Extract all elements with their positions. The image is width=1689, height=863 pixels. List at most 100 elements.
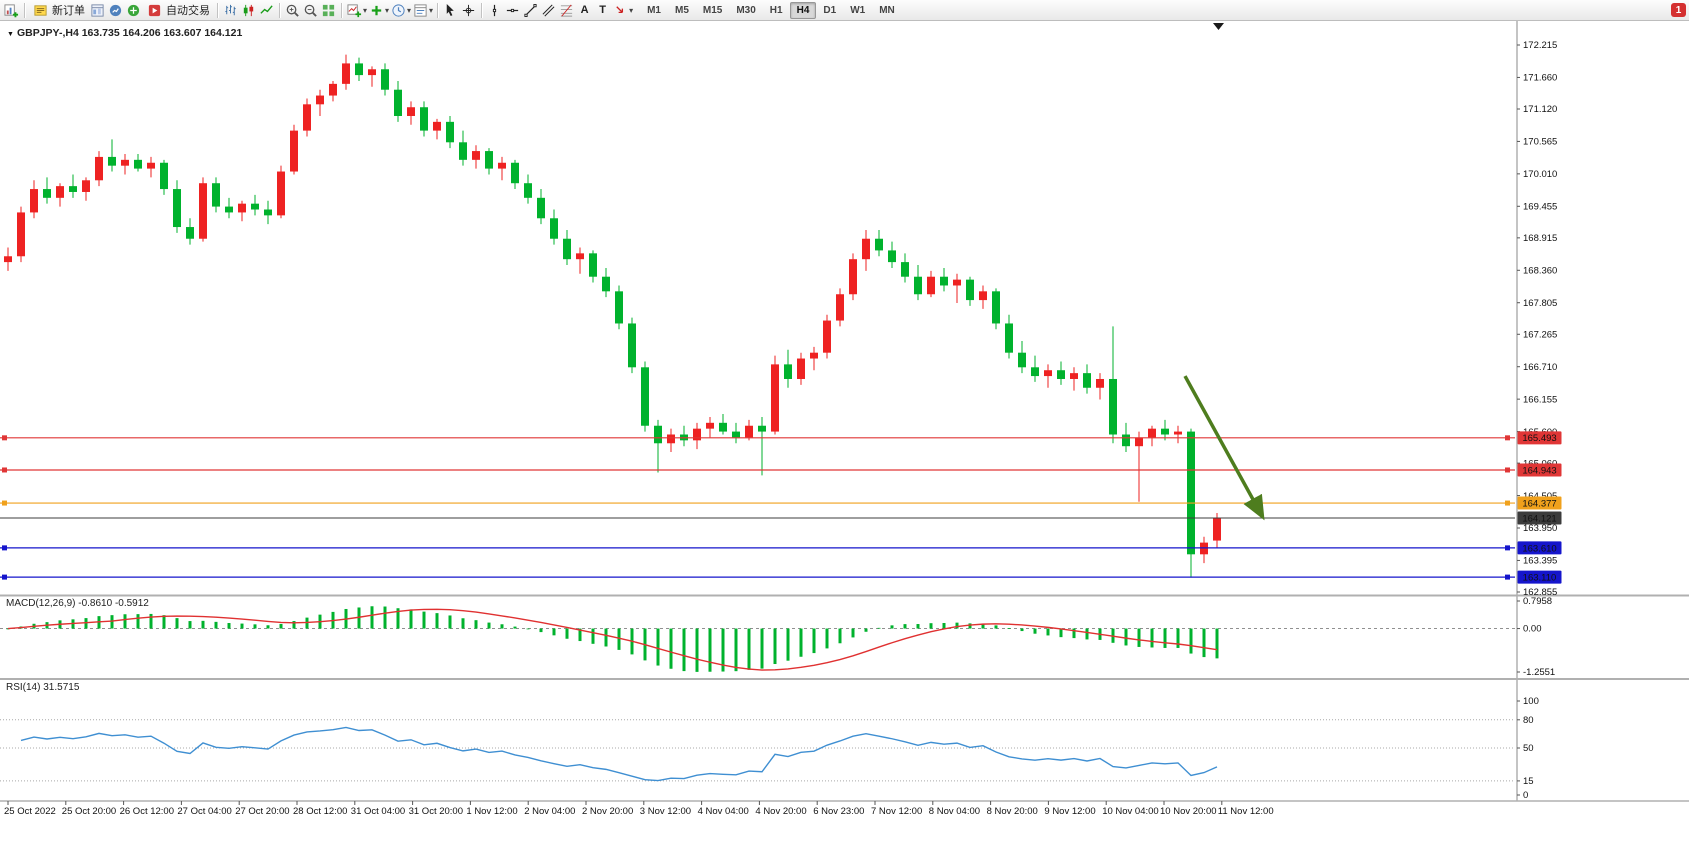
svg-text:2 Nov 04:00: 2 Nov 04:00 <box>524 806 575 817</box>
trendline-icon[interactable] <box>522 2 539 19</box>
indicators-dropdown-caret[interactable]: ▾ <box>363 5 368 15</box>
price-badges: 165.493 164.943 164.377 163.610 163.110 164.1… <box>1517 431 1562 584</box>
text-tool-icon[interactable]: A <box>580 4 589 16</box>
timeframe-W1[interactable]: W1 <box>850 4 866 16</box>
svg-text:9 Nov 12:00: 9 Nov 12:00 <box>1044 806 1095 817</box>
svg-text:170.565: 170.565 <box>1523 137 1557 148</box>
svg-text:166.710: 166.710 <box>1523 362 1557 373</box>
market-watch-icon[interactable] <box>107 2 124 19</box>
svg-text:164.377: 164.377 <box>1522 498 1556 509</box>
text-label-icon[interactable]: T <box>599 4 606 16</box>
toolbar-separator <box>341 2 342 18</box>
level-lines[interactable] <box>0 435 1515 580</box>
indicators-icon[interactable] <box>346 2 363 19</box>
rsi-label: RSI(14) 31.5715 <box>6 682 80 693</box>
line-handle <box>1505 467 1510 473</box>
svg-text:8 Nov 20:00: 8 Nov 20:00 <box>987 806 1038 817</box>
svg-text:7 Nov 12:00: 7 Nov 12:00 <box>871 806 922 817</box>
templates-icon[interactable] <box>412 2 429 19</box>
cursor-icon[interactable] <box>442 2 459 19</box>
timeframe-D1[interactable]: D1 <box>823 4 837 16</box>
timeframe-M15[interactable]: M15 <box>702 4 723 16</box>
tile-windows-icon[interactable] <box>320 2 337 19</box>
toolbar-separator <box>437 2 439 18</box>
svg-text:163.610: 163.610 <box>1522 543 1556 554</box>
timeframe-H4[interactable]: H4 <box>789 1 817 19</box>
channel-icon[interactable] <box>540 2 557 19</box>
notification-badge[interactable]: 1 <box>1671 3 1686 17</box>
svg-text:0.00: 0.00 <box>1523 624 1542 635</box>
add-indicator-dropdown-caret[interactable]: ▾ <box>385 5 390 15</box>
timeframe-M5[interactable]: M5 <box>674 4 689 16</box>
svg-text:167.265: 167.265 <box>1523 329 1557 340</box>
svg-text:163.395: 163.395 <box>1523 556 1557 567</box>
toolbar-separator <box>217 2 218 18</box>
svg-text:171.660: 171.660 <box>1523 73 1557 84</box>
templates-dropdown-caret[interactable]: ▾ <box>429 5 434 15</box>
scroll-shift-marker[interactable] <box>1213 23 1224 30</box>
chart-menu-triangle-icon[interactable]: ▼ <box>7 31 14 38</box>
svg-text:28 Oct 12:00: 28 Oct 12:00 <box>293 806 347 817</box>
vertical-line-icon[interactable] <box>486 2 503 19</box>
svg-text:31 Oct 20:00: 31 Oct 20:00 <box>409 806 463 817</box>
svg-text:50: 50 <box>1523 743 1534 754</box>
new-chart-icon[interactable] <box>3 2 20 19</box>
line-handle <box>2 500 7 506</box>
autotrade-label: 自动交易 <box>166 5 210 17</box>
svg-text:164.121: 164.121 <box>1522 513 1556 524</box>
fibonacci-icon[interactable] <box>558 2 575 19</box>
line-handle <box>2 545 7 551</box>
svg-text:168.915: 168.915 <box>1523 233 1557 244</box>
new-order-button[interactable]: 新订单 <box>29 1 88 20</box>
svg-text:0: 0 <box>1523 790 1528 801</box>
periods-dropdown-caret[interactable]: ▾ <box>407 5 412 15</box>
svg-text:4 Nov 04:00: 4 Nov 04:00 <box>698 806 749 817</box>
line-handle <box>2 435 7 441</box>
svg-text:31 Oct 04:00: 31 Oct 04:00 <box>351 806 405 817</box>
periods-clock-icon[interactable] <box>390 2 407 19</box>
svg-text:25 Oct 20:00: 25 Oct 20:00 <box>62 806 116 817</box>
svg-text:2 Nov 20:00: 2 Nov 20:00 <box>582 806 633 817</box>
time-axis[interactable]: 25 Oct 2022 25 Oct 20:00 26 Oct 12:00 27 Oc… <box>4 801 1274 817</box>
svg-text:164.505: 164.505 <box>1523 491 1557 502</box>
add-indicator-icon[interactable] <box>368 2 385 19</box>
chart-symbol-header: ▼ GBPJPY-,H4 163.735 164.206 163.607 164.… <box>7 27 242 39</box>
crosshair-icon[interactable] <box>460 2 477 19</box>
rsi-panel <box>0 719 1515 782</box>
arrows-tool-icon[interactable] <box>612 2 629 19</box>
new-order-label: 新订单 <box>52 5 85 17</box>
svg-text:166.155: 166.155 <box>1523 394 1557 405</box>
navigator-icon[interactable] <box>125 2 142 19</box>
timeframe-M1[interactable]: M1 <box>647 4 661 16</box>
rsi-axis[interactable]: 100 80 50 15 0 <box>1517 696 1539 801</box>
toolbar-separator <box>481 2 483 18</box>
timeframe-MN[interactable]: MN <box>879 4 895 16</box>
autotrade-button[interactable]: 自动交易 <box>143 1 213 20</box>
svg-text:27 Oct 04:00: 27 Oct 04:00 <box>177 806 231 817</box>
macd-label: MACD(12,26,9) -0.8610 -0.5912 <box>6 598 149 609</box>
macd-axis[interactable]: 0.7958 0.00 -1.2551 <box>1517 596 1555 678</box>
svg-text:10 Nov 20:00: 10 Nov 20:00 <box>1160 806 1217 817</box>
svg-text:6 Nov 23:00: 6 Nov 23:00 <box>813 806 864 817</box>
line-handle <box>1505 545 1510 551</box>
svg-text:170.010: 170.010 <box>1523 169 1557 180</box>
line-handle <box>1505 574 1510 580</box>
svg-text:171.120: 171.120 <box>1523 104 1557 115</box>
arrows-dropdown-caret[interactable]: ▾ <box>629 5 634 15</box>
bar-chart-icon[interactable] <box>222 2 239 19</box>
svg-text:163.110: 163.110 <box>1523 572 1557 583</box>
timeframe-M30[interactable]: M30 <box>736 4 756 16</box>
zoom-out-icon[interactable] <box>302 2 319 19</box>
line-chart-icon[interactable] <box>258 2 275 19</box>
candlestick-chart-icon[interactable] <box>240 2 257 19</box>
horizontal-line-icon[interactable] <box>504 2 521 19</box>
candles-layer[interactable] <box>4 54 1221 578</box>
timeframe-H1[interactable]: H1 <box>769 4 783 16</box>
zoom-in-icon[interactable] <box>284 2 301 19</box>
svg-text:172.215: 172.215 <box>1523 40 1557 51</box>
svg-text:163.950: 163.950 <box>1523 523 1557 534</box>
profiles-icon[interactable] <box>89 2 106 19</box>
trend-arrow[interactable] <box>1183 375 1265 521</box>
